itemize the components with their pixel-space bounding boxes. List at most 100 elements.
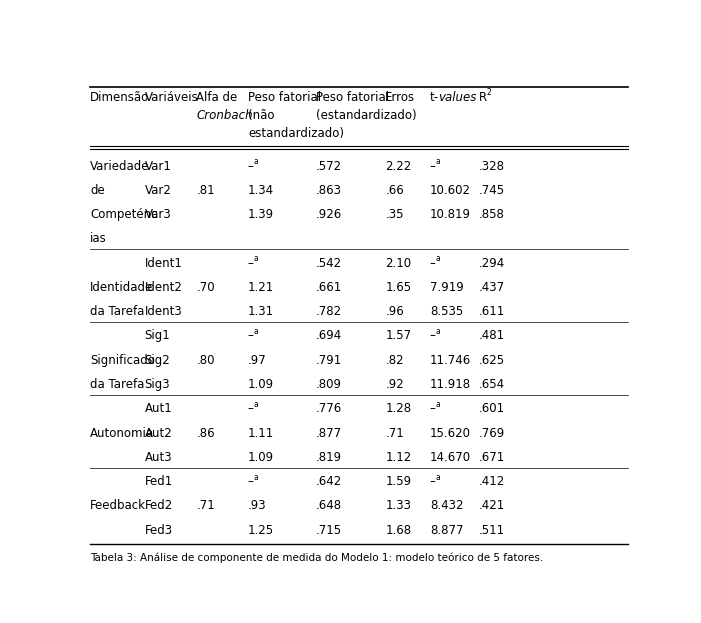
- Text: .511: .511: [479, 524, 505, 536]
- Text: –: –: [430, 402, 436, 416]
- Text: a: a: [254, 254, 259, 264]
- Text: a: a: [254, 327, 259, 336]
- Text: Sig1: Sig1: [144, 330, 170, 343]
- Text: a: a: [436, 400, 441, 409]
- Text: Aut2: Aut2: [144, 427, 172, 440]
- Text: 1.09: 1.09: [248, 451, 274, 464]
- Text: 11.918: 11.918: [430, 378, 471, 391]
- Text: –: –: [248, 475, 254, 488]
- Text: .66: .66: [386, 184, 404, 197]
- Text: .694: .694: [315, 330, 342, 343]
- Text: .745: .745: [479, 184, 505, 197]
- Text: 1.28: 1.28: [386, 402, 411, 416]
- Text: Aut3: Aut3: [144, 451, 172, 464]
- Text: .70: .70: [196, 281, 215, 294]
- Text: Var2: Var2: [144, 184, 172, 197]
- Text: 2: 2: [486, 88, 491, 97]
- Text: Significado: Significado: [90, 354, 155, 367]
- Text: Variáveis: Variáveis: [144, 90, 198, 103]
- Text: Identidade: Identidade: [90, 281, 154, 294]
- Text: .648: .648: [315, 500, 342, 513]
- Text: Sig2: Sig2: [144, 354, 170, 367]
- Text: –: –: [430, 475, 436, 488]
- Text: Variedade: Variedade: [90, 159, 150, 173]
- Text: 2.22: 2.22: [386, 159, 411, 173]
- Text: (não: (não: [248, 109, 274, 122]
- Text: Erros: Erros: [386, 90, 416, 103]
- Text: a: a: [254, 400, 259, 409]
- Text: Ident3: Ident3: [144, 305, 182, 318]
- Text: 15.620: 15.620: [430, 427, 471, 440]
- Text: .661: .661: [315, 281, 342, 294]
- Text: .791: .791: [315, 354, 342, 367]
- Text: 1.34: 1.34: [248, 184, 274, 197]
- Text: 1.25: 1.25: [248, 524, 274, 536]
- Text: a: a: [254, 473, 259, 482]
- Text: .926: .926: [315, 208, 342, 221]
- Text: Fed3: Fed3: [144, 524, 172, 536]
- Text: .863: .863: [315, 184, 342, 197]
- Text: 14.670: 14.670: [430, 451, 471, 464]
- Text: .97: .97: [248, 354, 266, 367]
- Text: 2.10: 2.10: [386, 257, 411, 270]
- Text: .769: .769: [479, 427, 505, 440]
- Text: t-: t-: [430, 90, 439, 103]
- Text: 10.819: 10.819: [430, 208, 471, 221]
- Text: a: a: [254, 157, 259, 166]
- Text: estandardizado): estandardizado): [248, 127, 344, 140]
- Text: Sig3: Sig3: [144, 378, 170, 391]
- Text: 1.12: 1.12: [386, 451, 411, 464]
- Text: Dimensão: Dimensão: [90, 90, 149, 103]
- Text: .611: .611: [479, 305, 505, 318]
- Text: Peso fatorial: Peso fatorial: [248, 90, 321, 103]
- Text: a: a: [436, 473, 441, 482]
- Text: .421: .421: [479, 500, 505, 513]
- Text: 1.65: 1.65: [386, 281, 411, 294]
- Text: –: –: [430, 257, 436, 270]
- Text: Peso fatorial: Peso fatorial: [315, 90, 389, 103]
- Text: Cronbach: Cronbach: [196, 109, 253, 122]
- Text: 1.11: 1.11: [248, 427, 274, 440]
- Text: Alfa de: Alfa de: [196, 90, 238, 103]
- Text: .71: .71: [386, 427, 404, 440]
- Text: 1.68: 1.68: [386, 524, 411, 536]
- Text: Aut1: Aut1: [144, 402, 172, 416]
- Text: Fed2: Fed2: [144, 500, 173, 513]
- Text: .294: .294: [479, 257, 505, 270]
- Text: .625: .625: [479, 354, 505, 367]
- Text: .809: .809: [315, 378, 342, 391]
- Text: a: a: [436, 157, 441, 166]
- Text: R: R: [479, 90, 487, 103]
- Text: .858: .858: [479, 208, 505, 221]
- Text: (estandardizado): (estandardizado): [315, 109, 416, 122]
- Text: .92: .92: [386, 378, 404, 391]
- Text: 1.31: 1.31: [248, 305, 274, 318]
- Text: .715: .715: [315, 524, 342, 536]
- Text: Competénc: Competénc: [90, 208, 158, 221]
- Text: Feedback: Feedback: [90, 500, 147, 513]
- Text: 8.432: 8.432: [430, 500, 463, 513]
- Text: .35: .35: [386, 208, 404, 221]
- Text: Ident2: Ident2: [144, 281, 182, 294]
- Text: .96: .96: [386, 305, 404, 318]
- Text: .71: .71: [196, 500, 215, 513]
- Text: .412: .412: [479, 475, 505, 488]
- Text: .782: .782: [315, 305, 342, 318]
- Text: .572: .572: [315, 159, 342, 173]
- Text: .437: .437: [479, 281, 505, 294]
- Text: .93: .93: [248, 500, 266, 513]
- Text: Tabela 3: Análise de componente de medida do Modelo 1: modelo teórico de 5 fator: Tabela 3: Análise de componente de medid…: [90, 552, 543, 563]
- Text: .819: .819: [315, 451, 342, 464]
- Text: 1.59: 1.59: [386, 475, 411, 488]
- Text: 1.21: 1.21: [248, 281, 274, 294]
- Text: 8.877: 8.877: [430, 524, 463, 536]
- Text: 1.33: 1.33: [386, 500, 411, 513]
- Text: .877: .877: [315, 427, 342, 440]
- Text: 8.535: 8.535: [430, 305, 463, 318]
- Text: –: –: [248, 330, 254, 343]
- Text: 1.09: 1.09: [248, 378, 274, 391]
- Text: a: a: [436, 327, 441, 336]
- Text: .82: .82: [386, 354, 404, 367]
- Text: a: a: [436, 254, 441, 264]
- Text: –: –: [430, 330, 436, 343]
